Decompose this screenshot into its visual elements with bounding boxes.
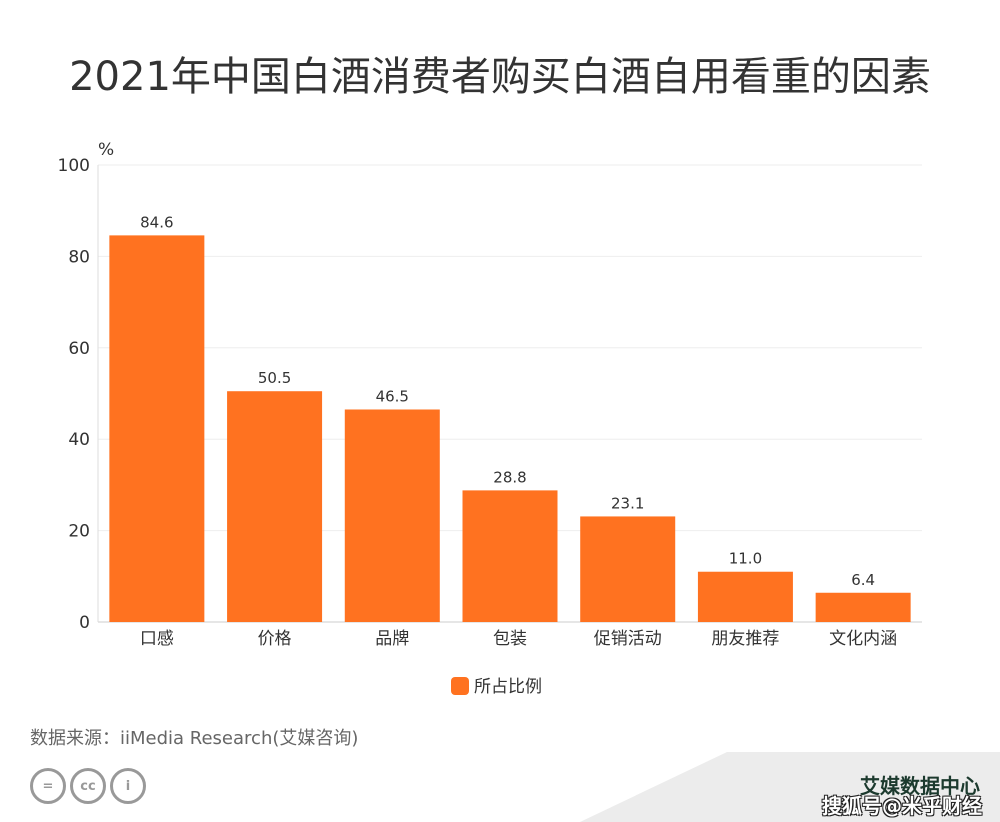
bar [815,592,911,622]
bar-chart: 0 20 40 60 80 100% 84.6 口感 50.5 价格 46.5 品牌 28.8 包装 23.… [58,140,922,697]
data-label: 84.6 [140,213,173,231]
x-tick-label: 口感 [140,629,174,649]
x-tick-label: 包装 [493,629,527,649]
by-icon: i [110,768,146,804]
x-tick-label: 品牌 [375,629,409,649]
y-tick-label: 60 [68,339,90,359]
data-label: 11.0 [729,550,762,568]
y-tick-label: 0 [79,613,90,633]
x-tick-label: 价格 [258,629,292,649]
data-label: 50.5 [258,369,291,387]
y-axis-label: % [98,140,114,160]
bar [344,409,440,622]
y-tick-label: 80 [68,247,90,267]
x-tick-label: 朋友推荐 [711,629,779,649]
bar [227,391,323,622]
nd-icon: = [30,768,66,804]
source-note: 数据来源：iiMedia Research(艾媒咨询) [30,728,359,749]
data-label: 23.1 [611,494,644,512]
legend-label: 所占比例 [474,677,542,697]
bar [580,516,676,622]
data-label: 6.4 [851,571,875,589]
bar [109,235,205,623]
data-label: 28.8 [493,468,526,486]
chart-title: 2021年中国白酒消费者购买白酒自用看重的因素 [69,54,931,100]
legend-swatch [451,677,469,695]
bar [697,571,793,622]
y-tick-label: 100 [58,156,90,176]
cc-icon: cc [70,768,106,804]
bar [462,490,558,622]
x-tick-label: 文化内涵 [829,629,897,649]
data-label: 46.5 [376,387,409,405]
x-tick-label: 促销活动 [594,629,662,649]
brand-logo: 艾媒数据中心 [860,774,980,798]
y-tick-label: 40 [68,430,90,450]
watermark: 搜狐号@米乎财经 [822,794,982,818]
y-tick-label: 20 [68,522,90,542]
